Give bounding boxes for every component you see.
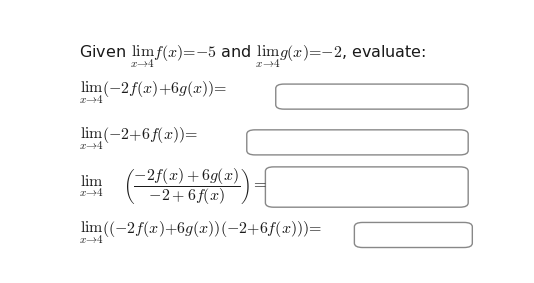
Text: Given $\lim_{x \to 4} f(x) = -5$ and $\lim_{x \to 4} g(x) = -2$, evaluate:: Given $\lim_{x \to 4} f(x) = -5$ and $\l… xyxy=(79,44,427,70)
Text: $\left(\dfrac{-2f(x) + 6g(x)}{-2 + 6f(x)}\right) =$: $\left(\dfrac{-2f(x) + 6g(x)}{-2 + 6f(x)… xyxy=(123,166,267,207)
FancyBboxPatch shape xyxy=(355,222,473,248)
FancyBboxPatch shape xyxy=(265,167,468,207)
FancyBboxPatch shape xyxy=(247,130,468,155)
Text: $\lim_{x \to 4}$: $\lim_{x \to 4}$ xyxy=(79,174,104,199)
FancyBboxPatch shape xyxy=(276,84,468,109)
Text: $\lim_{x \to 4} (-2 + 6f(x)) =$: $\lim_{x \to 4} (-2 + 6f(x)) =$ xyxy=(79,125,198,152)
Text: $\lim_{x \to 4} ((-2f(x) + 6g(x))(-2 + 6f(x))) =$: $\lim_{x \to 4} ((-2f(x) + 6g(x))(-2 + 6… xyxy=(79,219,323,246)
Text: $\lim_{x \to 4} (-2f(x) + 6g(x)) =$: $\lim_{x \to 4} (-2f(x) + 6g(x)) =$ xyxy=(79,80,227,106)
